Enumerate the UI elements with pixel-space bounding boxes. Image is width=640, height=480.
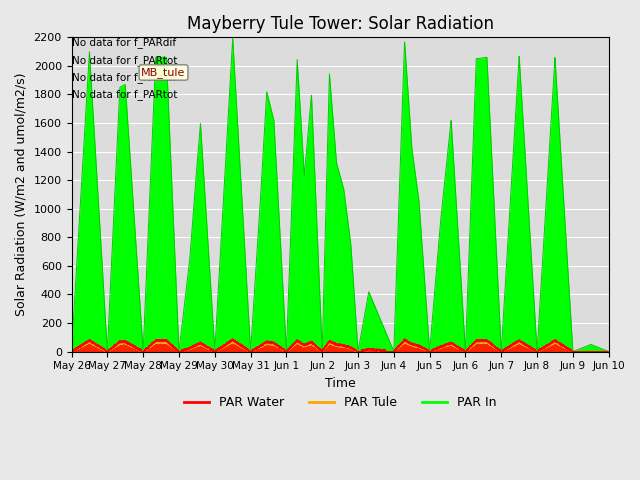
Text: MB_tule: MB_tule <box>141 67 186 78</box>
Title: Mayberry Tule Tower: Solar Radiation: Mayberry Tule Tower: Solar Radiation <box>187 15 493 33</box>
Legend: PAR Water, PAR Tule, PAR In: PAR Water, PAR Tule, PAR In <box>179 391 501 414</box>
Text: No data for f_PARdif: No data for f_PARdif <box>72 37 175 48</box>
Text: No data for f_PARtot: No data for f_PARtot <box>72 55 177 66</box>
Y-axis label: Solar Radiation (W/m2 and umol/m2/s): Solar Radiation (W/m2 and umol/m2/s) <box>15 72 28 316</box>
X-axis label: Time: Time <box>324 377 355 390</box>
Text: No data for f_PARdif: No data for f_PARdif <box>72 72 175 83</box>
Text: No data for f_PARtot: No data for f_PARtot <box>72 89 177 100</box>
